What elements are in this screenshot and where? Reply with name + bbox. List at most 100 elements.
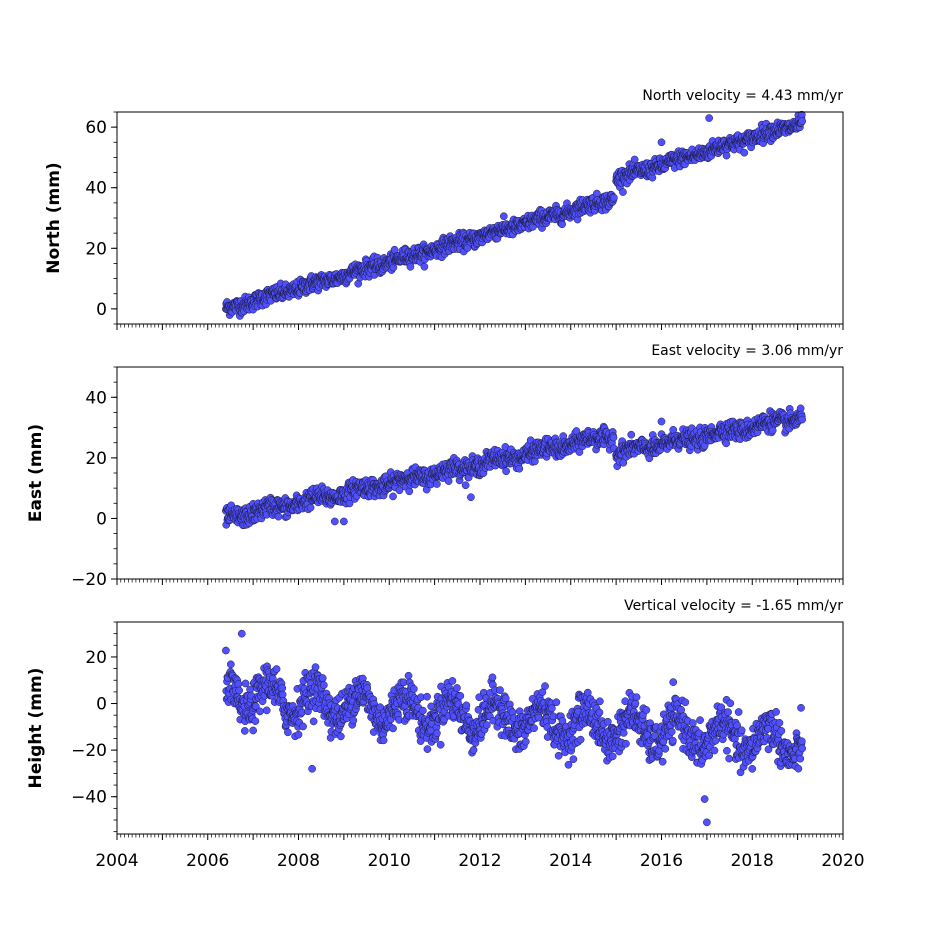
height-data-point xyxy=(311,663,320,671)
height-data-point xyxy=(734,708,743,716)
height-data-point xyxy=(711,736,720,745)
north-ytick-label: 40 xyxy=(85,179,107,199)
height-data-point xyxy=(404,671,413,680)
north-ytick-label: 0 xyxy=(96,300,107,320)
north-ytick-label: 20 xyxy=(85,239,107,259)
height-data-point xyxy=(226,660,235,669)
height-data-point xyxy=(619,729,628,737)
east-ylabel: East (mm) xyxy=(26,424,46,522)
height-data-point xyxy=(667,727,676,736)
height-data-point xyxy=(284,728,292,737)
height-data-point xyxy=(453,684,461,692)
height-data-point xyxy=(423,692,431,701)
height-data-point xyxy=(462,701,471,710)
height-data-point xyxy=(240,727,249,735)
height-data-point xyxy=(488,673,497,682)
height-data-point xyxy=(278,690,287,699)
height-data-point xyxy=(262,706,271,715)
east-velocity-title: East velocity = 3.06 mm/yr xyxy=(651,343,843,359)
north-data-point xyxy=(420,262,429,271)
east-data-point xyxy=(467,493,475,502)
height-data-point xyxy=(256,707,264,716)
height-data-point xyxy=(222,646,230,655)
east-data-point xyxy=(306,503,315,512)
height-data-point xyxy=(241,679,250,688)
vertical-velocity-title: Vertical velocity = -1.65 mm/yr xyxy=(624,598,843,614)
height-data-point xyxy=(319,681,328,689)
height-data-point xyxy=(409,685,418,693)
east-data-point xyxy=(461,481,470,490)
height-data-point xyxy=(724,708,732,716)
height-data-point xyxy=(530,724,538,733)
north-data-point xyxy=(619,188,627,196)
height-data-point xyxy=(681,698,690,707)
north-data-point xyxy=(406,262,415,271)
height-data-point xyxy=(337,732,345,741)
east-ytick-label: 20 xyxy=(85,449,107,469)
height-data-point xyxy=(726,699,735,708)
height-data-point xyxy=(456,692,465,700)
north-data-point xyxy=(499,212,508,221)
north-data-point xyxy=(798,117,807,126)
height-data-point xyxy=(389,724,397,733)
height-data-point xyxy=(775,719,784,727)
east-data-point xyxy=(627,430,636,439)
height-data-point xyxy=(272,665,281,673)
north-data-point xyxy=(610,193,618,202)
east-ytick-label: −20 xyxy=(71,570,107,590)
north-data-point xyxy=(592,189,601,198)
east-ytick-label: 40 xyxy=(85,388,107,408)
height-data-points xyxy=(222,629,807,827)
east-data-point xyxy=(340,517,348,526)
height-data-point xyxy=(251,717,260,725)
height-data-point xyxy=(737,726,746,735)
height-data-point xyxy=(595,708,604,717)
height-data-point xyxy=(669,678,678,686)
height-data-point xyxy=(547,704,556,713)
height-data-point xyxy=(309,717,318,726)
height-data-point xyxy=(748,765,757,773)
east-panel: East velocity = 3.06 mm/yr East (mm) −20… xyxy=(26,343,844,590)
height-data-point xyxy=(710,746,719,755)
height-data-point xyxy=(278,684,287,693)
height-data-point xyxy=(696,716,704,724)
height-data-point xyxy=(234,680,243,688)
north-data-point xyxy=(740,148,749,157)
height-data-point xyxy=(534,713,543,722)
east-data-points xyxy=(222,404,807,530)
height-data-point xyxy=(235,686,243,695)
north-data-point xyxy=(558,220,566,229)
north-data-point xyxy=(722,151,731,160)
height-data-point xyxy=(658,757,667,766)
east-data-point xyxy=(657,417,666,426)
height-data-point xyxy=(349,716,358,725)
height-data-point xyxy=(436,740,445,749)
height-data-point xyxy=(576,735,585,744)
height-data-point xyxy=(668,736,677,745)
north-velocity-title: North velocity = 4.43 mm/yr xyxy=(642,88,843,104)
height-data-point xyxy=(622,739,630,748)
height-data-point xyxy=(379,736,388,745)
east-data-point xyxy=(433,480,441,488)
east-data-point xyxy=(798,415,807,424)
east-data-point xyxy=(444,477,453,485)
height-data-point xyxy=(725,754,734,763)
north-data-point xyxy=(705,114,713,122)
height-data-point xyxy=(569,755,578,764)
height-data-point xyxy=(541,682,549,690)
east-data-point xyxy=(502,467,510,476)
north-ytick-label: 60 xyxy=(85,118,107,138)
height-data-point xyxy=(433,729,441,738)
north-data-points xyxy=(222,110,807,320)
east-data-point xyxy=(405,487,414,496)
height-data-point xyxy=(677,705,686,714)
height-data-point xyxy=(423,745,432,753)
height-data-point xyxy=(596,697,604,706)
height-data-point xyxy=(642,706,651,714)
height-data-point xyxy=(603,717,612,726)
north-data-point xyxy=(630,155,639,164)
height-data-point xyxy=(318,674,327,682)
east-ytick-label: 0 xyxy=(96,509,107,529)
height-data-point xyxy=(552,698,561,707)
